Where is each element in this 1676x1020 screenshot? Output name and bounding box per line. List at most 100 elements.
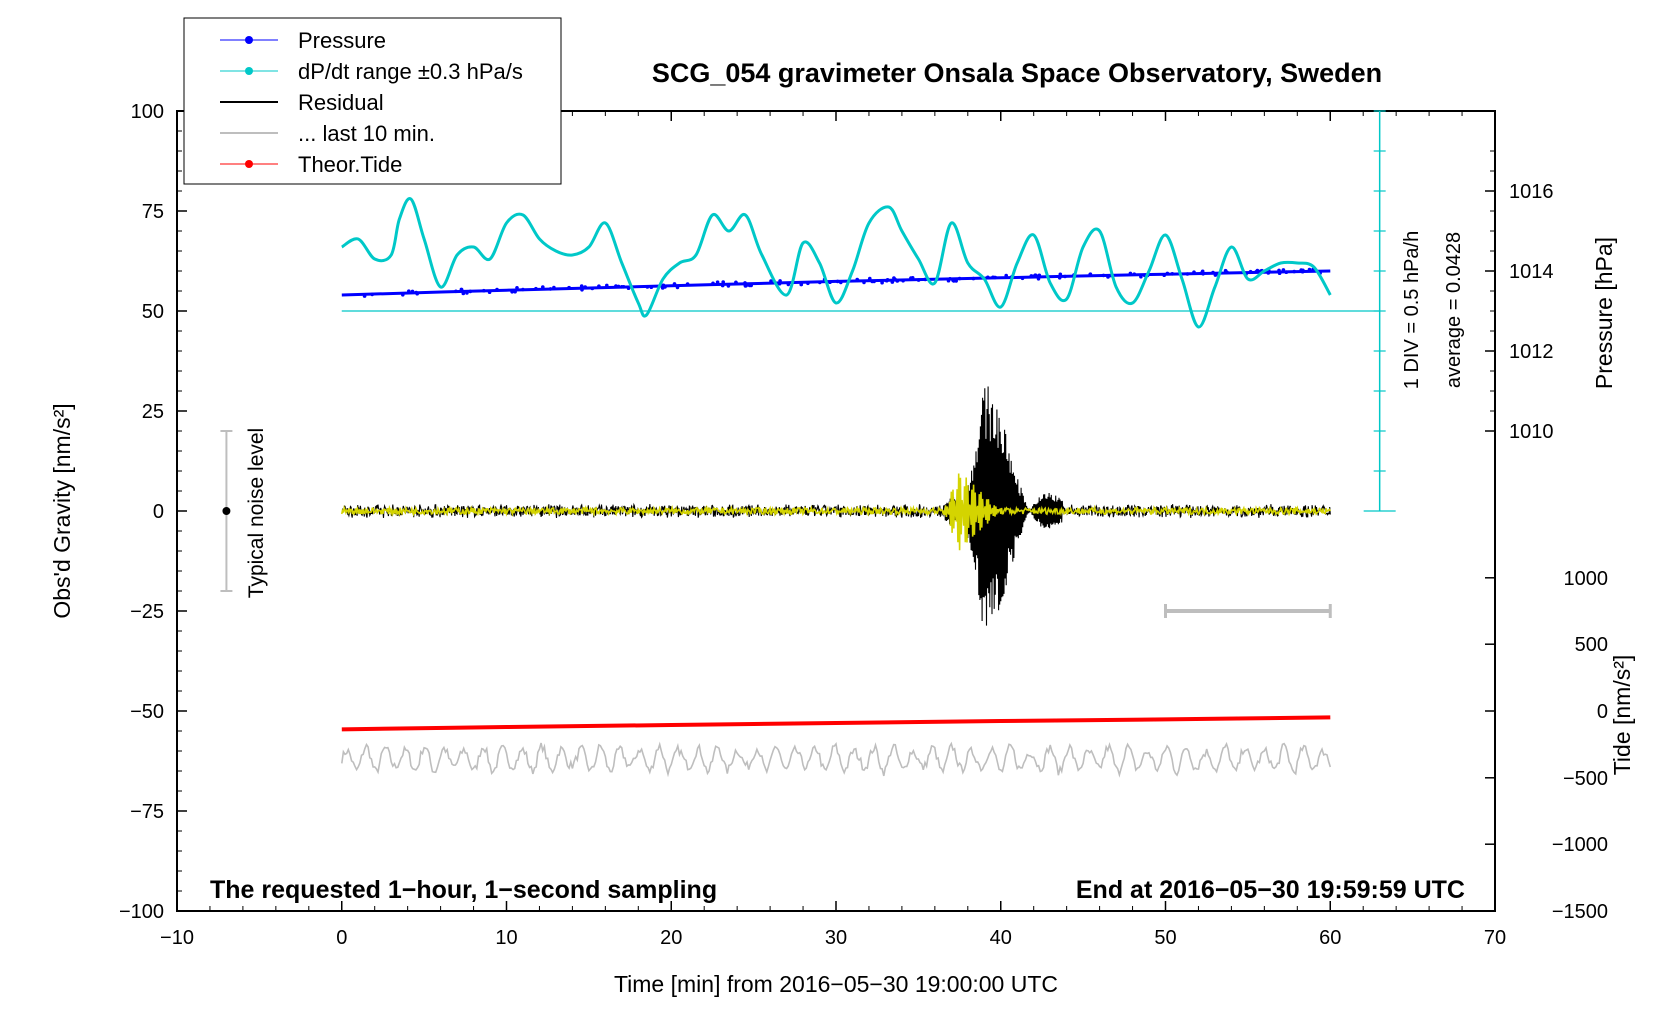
y-tick-label: −75 (130, 801, 164, 823)
legend-item-dpdt: dP/dt range ±0.3 hPa/s (220, 59, 523, 84)
pressure-point (1292, 269, 1296, 274)
pressure-point (1254, 270, 1258, 274)
pressure-point (1192, 270, 1196, 275)
pressure-point (1088, 272, 1093, 277)
pressure-point (663, 285, 667, 289)
y-tick-label: 75 (142, 201, 164, 223)
pressure-point (1106, 275, 1110, 279)
pressure-point (1248, 269, 1253, 274)
pressure-point (720, 283, 725, 288)
pressure-point (567, 285, 571, 290)
series-layer (220, 197, 1332, 778)
pressure-point (839, 280, 843, 285)
pressure-point (454, 289, 458, 294)
x-tick-label: 30 (825, 927, 847, 949)
pressure-point (590, 286, 595, 291)
pressure-point (901, 278, 905, 283)
x-tick-label: 70 (1484, 927, 1506, 949)
pressure-point (993, 275, 998, 280)
pressure-point (1266, 271, 1271, 275)
legend-label: Theor.Tide (298, 152, 402, 177)
x-tick-label: 50 (1154, 927, 1176, 949)
pressure-point (862, 280, 866, 285)
pressure-point (626, 286, 631, 291)
pressure-point (747, 283, 752, 288)
series-last-10-min (341, 741, 1332, 778)
pressure-point (880, 280, 884, 285)
pressure-point (1057, 276, 1062, 280)
pressure-point (890, 280, 895, 284)
pressure-point (872, 279, 876, 284)
pressure-point (672, 282, 677, 286)
noise-level-dot (222, 507, 231, 515)
pressure-point (645, 285, 650, 289)
y-tick-label: −50 (130, 701, 164, 723)
pressure-point (649, 285, 654, 290)
pressure-point (1170, 272, 1175, 276)
pressure-point (605, 283, 609, 288)
pressure-point (946, 278, 951, 283)
legend-label: Residual (298, 90, 384, 115)
pressure-point (465, 291, 469, 295)
pressure-point (1223, 268, 1228, 273)
pressure-point (521, 287, 525, 292)
pressure-point (621, 285, 626, 289)
pressure-point (1213, 273, 1218, 277)
pressure-point (1020, 276, 1025, 281)
pressure-point (1132, 272, 1137, 277)
pressure-point (726, 284, 731, 288)
pressure-point (1029, 274, 1034, 278)
tide-tick-label: 500 (1575, 634, 1608, 656)
pressure-point (1277, 268, 1281, 273)
pressure-point (1165, 271, 1170, 276)
y-tick-label: 100 (131, 101, 164, 123)
x-tick-label: 10 (495, 927, 517, 949)
legend-item-residual: Residual (220, 90, 384, 115)
y-tick-label: −25 (130, 601, 164, 623)
pressure-point (971, 276, 976, 281)
tide-tick-label: −1500 (1552, 901, 1608, 923)
legend-label: Pressure (298, 28, 386, 53)
pressure-point (835, 279, 840, 284)
y-tick-label: 25 (142, 401, 164, 423)
pressure-point (986, 275, 990, 280)
pressure-point (614, 284, 618, 288)
pressure-point (855, 278, 860, 283)
pressure-point (828, 280, 832, 285)
pressure-point (884, 278, 889, 283)
pressure-point (616, 284, 621, 289)
tide-tick-label: −500 (1563, 768, 1608, 790)
pressure-point (1211, 270, 1215, 275)
pressure-point (1004, 273, 1008, 278)
legend-label: dP/dt range ±0.3 hPa/s (298, 59, 523, 84)
pressure-point (534, 286, 538, 291)
pressure-point (410, 289, 415, 294)
pressure-point (916, 278, 921, 282)
pressure-point (818, 280, 822, 285)
pressure-point (954, 279, 958, 283)
x-tick-label: 0 (336, 927, 347, 949)
pressure-point (1033, 273, 1038, 278)
pressure-point (459, 287, 464, 292)
legend-item-pressure: Pressure (220, 28, 386, 53)
pressure-point (461, 291, 466, 296)
pressure-point (552, 285, 556, 290)
pressure-point (1199, 271, 1203, 276)
pressure-point (548, 287, 553, 291)
pressure-point (744, 283, 748, 288)
chart-title: SCG_054 gravimeter Onsala Space Observat… (652, 58, 1382, 88)
tide-axis-label: Tide [nm/s²] (1609, 655, 1635, 776)
pressure-point (909, 276, 913, 280)
pressure-point (407, 289, 411, 294)
pressure-point (721, 280, 725, 284)
pressure-point (1162, 273, 1166, 278)
pressure-point (541, 285, 545, 289)
y-tick-label: −100 (119, 901, 164, 923)
pressure-point (1058, 272, 1063, 277)
series-theor-tide (341, 715, 1331, 732)
noise-level-label: Typical noise level (245, 428, 268, 598)
x-axis-label: Time [min] from 2016−05−30 19:00:00 UTC (614, 971, 1058, 997)
pressure-point (482, 288, 486, 293)
y-tick-label: 50 (142, 301, 164, 323)
pressure-point (685, 282, 690, 286)
